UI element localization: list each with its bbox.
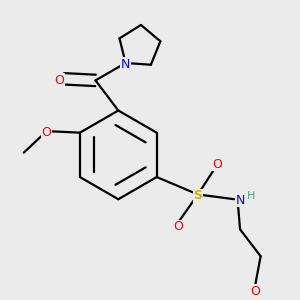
Text: S: S bbox=[194, 190, 202, 202]
Text: O: O bbox=[42, 126, 52, 139]
Text: N: N bbox=[236, 194, 245, 207]
Text: O: O bbox=[250, 284, 260, 298]
Text: H: H bbox=[246, 191, 255, 201]
Text: O: O bbox=[212, 158, 222, 171]
Text: N: N bbox=[121, 58, 130, 71]
Text: O: O bbox=[54, 74, 64, 87]
Text: O: O bbox=[173, 220, 183, 233]
